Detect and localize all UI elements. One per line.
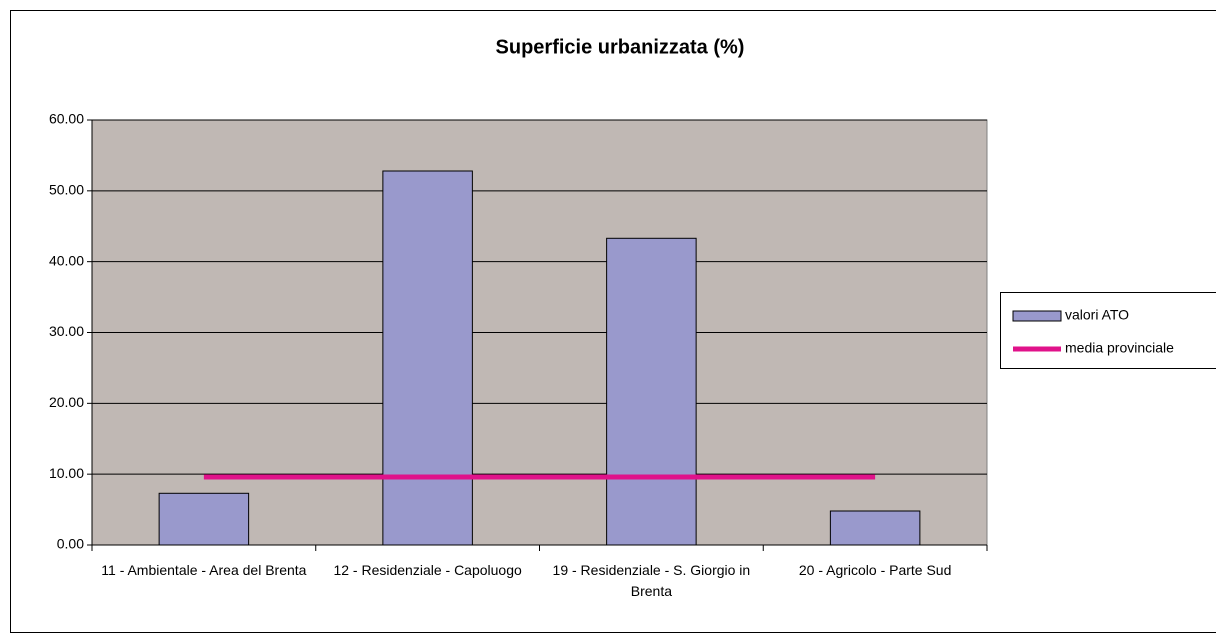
y-tick-label: 60.00 <box>49 111 84 127</box>
x-tick-label: 11 - Ambientale - Area del Brenta <box>101 562 307 578</box>
legend-swatch <box>1012 310 1062 322</box>
bar <box>829 510 921 546</box>
y-tick-label: 10.00 <box>49 465 84 481</box>
bar <box>606 237 697 546</box>
x-tick-label: 12 - Residenziale - Capoluogo <box>333 562 522 578</box>
x-tick-label: 20 - Agricolo - Parte Sud <box>798 562 952 578</box>
y-tick-label: 20.00 <box>49 394 84 410</box>
legend-box <box>1000 292 1216 369</box>
legend-label: media provinciale <box>1065 340 1174 356</box>
y-tick-label: 50.00 <box>49 182 84 198</box>
x-tick-label: 19 - Residenziale - S. Giorgio in Brenta <box>552 562 751 599</box>
chart-title: Superficie urbanizzata (%) <box>496 36 745 58</box>
bar <box>382 170 473 546</box>
y-tick-label: 40.00 <box>49 252 84 268</box>
bar <box>158 492 250 546</box>
legend-label: valori ATO <box>1065 307 1129 323</box>
y-tick-label: 30.00 <box>49 323 84 339</box>
y-tick-label: 0.00 <box>57 536 84 552</box>
